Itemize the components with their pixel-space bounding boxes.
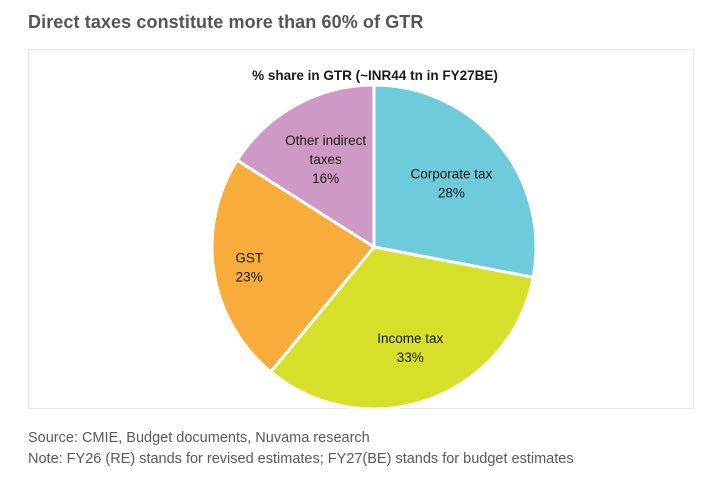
chart-container: % share in GTR (~INR44 tn in FY27BE) Cor… xyxy=(28,49,694,410)
pie-labels: Corporate tax 28% Income tax 33% GST 23% Other… xyxy=(235,133,492,365)
slice-label-line: 23% xyxy=(236,269,263,284)
pie-slice-corporate-tax xyxy=(372,83,538,280)
slice-label-line: Other indirect xyxy=(285,133,366,148)
pie-slices xyxy=(210,83,538,410)
pie-chart: % share in GTR (~INR44 tn in FY27BE) Cor… xyxy=(210,68,538,410)
slice-label-other-indirect-taxes: Other indirect taxes 16% xyxy=(285,133,366,186)
source-note: Source: CMIE, Budget documents, Nuvama r… xyxy=(28,430,370,446)
slice-label-line: 33% xyxy=(397,350,424,365)
pie-slice-other-indirect-taxes xyxy=(235,83,376,250)
slice-label-corporate-tax: Corporate tax 28% xyxy=(410,166,492,200)
pie-slice-income-tax xyxy=(268,245,535,410)
estimates-note: Note: FY26 (RE) stands for revised estim… xyxy=(28,451,574,467)
slice-label-line: Corporate tax xyxy=(410,166,492,181)
slice-label-line: 28% xyxy=(438,185,465,200)
slice-label-income-tax: Income tax 33% xyxy=(377,331,443,365)
page-title: Direct taxes constitute more than 60% of… xyxy=(28,12,424,32)
slice-label-line: GST xyxy=(235,250,263,265)
slice-label-line: 16% xyxy=(312,171,339,186)
slice-label-line: taxes xyxy=(309,152,342,167)
footer: Source: CMIE, Budget documents, Nuvama r… xyxy=(28,428,574,470)
slice-label-line: Income tax xyxy=(377,331,443,346)
pie-slice-gst xyxy=(210,158,377,374)
chart-title: % share in GTR (~INR44 tn in FY27BE) xyxy=(252,68,498,83)
slice-label-gst: GST 23% xyxy=(235,250,263,284)
